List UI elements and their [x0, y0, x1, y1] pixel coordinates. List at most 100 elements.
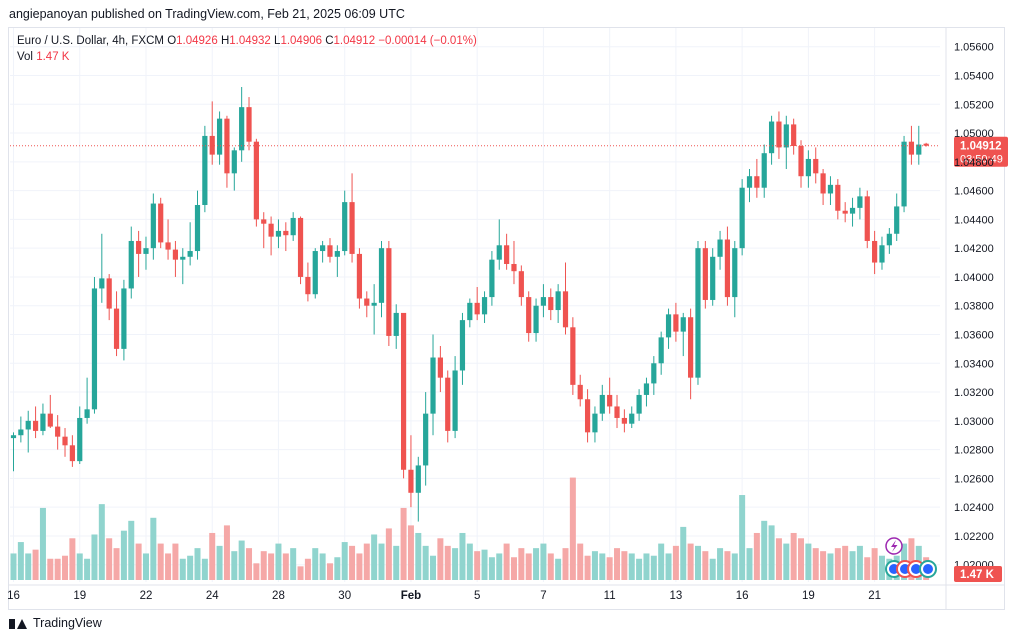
candle-body	[540, 297, 547, 306]
volume-bar	[768, 525, 775, 580]
volume-bar	[591, 551, 598, 580]
volume-bar	[709, 558, 716, 580]
volume-bar	[864, 557, 871, 580]
low-label: L	[274, 35, 281, 47]
candle-body	[312, 251, 318, 295]
last-price-tag	[954, 136, 1008, 167]
price-tick-label: 1.04800	[954, 157, 994, 169]
volume-bar	[827, 553, 834, 580]
volume-bar	[371, 534, 378, 580]
volume-bar	[238, 540, 245, 580]
time-tick-label: 19	[802, 590, 815, 602]
candle-body	[842, 210, 848, 214]
candle-body	[62, 436, 68, 446]
grid-lines	[9, 28, 1004, 609]
candle-body	[665, 314, 672, 338]
candles	[10, 86, 929, 522]
volume-bar	[783, 543, 790, 580]
candle-body	[231, 150, 237, 174]
candle-body	[717, 239, 723, 257]
candle-body	[342, 202, 348, 252]
candle-body	[732, 248, 738, 298]
volume-bar	[415, 532, 422, 580]
price-axis[interactable]: 1.05600 1.05400 1.05200 1.05000 1.04800 1.046…	[954, 42, 1002, 582]
candle-body	[18, 429, 24, 436]
candle-body	[261, 219, 267, 224]
candle-body	[908, 141, 915, 155]
price-tick-label: 1.02800	[954, 445, 994, 457]
volume-bar	[209, 532, 216, 580]
volume-bar	[194, 548, 201, 580]
candle-body	[239, 107, 245, 151]
volume-label: Vol	[17, 51, 33, 63]
candle-body	[158, 203, 164, 243]
candle-body	[216, 118, 223, 155]
volume-bar	[702, 551, 709, 580]
volume-bar	[231, 551, 238, 580]
candle-body	[533, 305, 539, 334]
candle-body	[783, 124, 789, 148]
volume-bar	[128, 520, 135, 580]
candle-body	[562, 291, 569, 328]
volume-bar	[260, 551, 267, 580]
candle-body	[901, 141, 907, 207]
candle-body	[592, 413, 598, 433]
open-value: 1.04926	[176, 35, 218, 47]
candle-body	[77, 417, 83, 462]
candle-body	[209, 135, 215, 155]
symbol-title[interactable]: Euro / U.S. Dollar, 4h, FXCM	[17, 35, 164, 47]
volume-value: 1.47 K	[36, 51, 70, 63]
volume-bar	[606, 557, 613, 580]
candle-body	[334, 251, 340, 257]
event-markers[interactable]	[885, 537, 937, 578]
volume-bar	[584, 555, 591, 580]
candle-body	[378, 248, 385, 303]
volume-bar	[363, 543, 370, 580]
candle-body	[724, 239, 731, 298]
candle-body	[437, 357, 443, 378]
time-tick-label: 28	[272, 590, 285, 602]
footer: TradingView	[9, 616, 102, 630]
candle-body	[629, 413, 635, 424]
volume-bar	[378, 543, 385, 580]
flag-globe-icon	[911, 564, 921, 574]
time-tick-label: 30	[338, 590, 351, 602]
candle-body	[47, 413, 53, 427]
legend: Euro / U.S. Dollar, 4h, FXCM O1.04926 H1…	[17, 33, 477, 65]
volume-bar	[621, 551, 628, 580]
candle-body	[548, 297, 554, 311]
volume-bar	[10, 553, 17, 580]
volume-bar	[577, 543, 584, 580]
candle-body	[614, 406, 620, 418]
time-tick-label: Feb	[401, 590, 421, 602]
candle-body	[791, 124, 797, 146]
volume-bar	[341, 542, 348, 580]
close-value: 1.04912	[333, 35, 376, 47]
volume-bar	[98, 504, 105, 580]
candle-body	[864, 196, 870, 241]
candle-body	[290, 217, 296, 236]
volume-bar	[812, 548, 819, 580]
volume-bar	[282, 553, 289, 580]
volume-bar	[636, 558, 643, 580]
candle-body	[820, 173, 826, 194]
candle-body	[445, 377, 451, 431]
volume-bar	[201, 558, 208, 580]
candle-body	[584, 399, 591, 433]
volume-bar	[113, 548, 120, 580]
candle-body	[702, 248, 708, 300]
time-axis[interactable]: 16 19 22 24 28 30 Feb 5 7 11 13 16 19 21	[7, 590, 881, 602]
candle-body	[91, 288, 98, 410]
volume-bar	[496, 553, 503, 580]
volume-bar	[555, 558, 562, 580]
candle-body	[430, 357, 436, 414]
volume-bar	[724, 551, 731, 580]
volume-bar	[510, 557, 517, 580]
candle-body	[496, 245, 502, 260]
volume-bar	[223, 525, 230, 580]
volume-bar	[290, 548, 297, 580]
volume-bar	[459, 532, 466, 580]
volume-bar	[120, 530, 127, 580]
